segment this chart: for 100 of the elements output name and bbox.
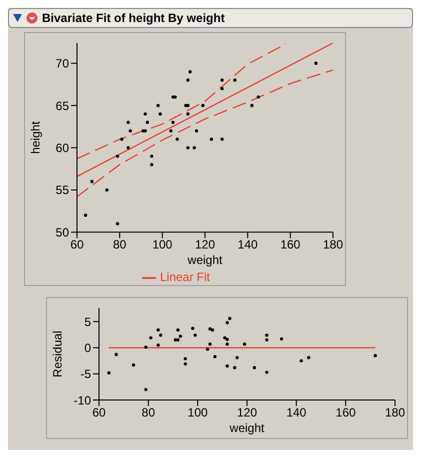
point [223, 336, 226, 340]
x-axis-title: weight [186, 253, 224, 268]
point [171, 120, 175, 124]
y-axis-title: height [28, 120, 42, 154]
point [184, 357, 187, 360]
point [186, 104, 190, 108]
point [233, 366, 236, 370]
point [174, 338, 178, 342]
point [107, 371, 110, 374]
y-tick-label: 60 [56, 140, 70, 155]
point [84, 214, 88, 217]
point [236, 356, 239, 360]
point [126, 120, 130, 124]
point [201, 104, 204, 108]
x-tick-label: 180 [322, 238, 344, 252]
point [144, 346, 148, 349]
point [220, 78, 224, 82]
point [186, 112, 190, 116]
line-series [77, 69, 333, 198]
point [192, 146, 196, 150]
point [208, 342, 212, 346]
y-tick-label: 70 [56, 56, 70, 71]
x-tick-label: 120 [236, 406, 258, 420]
point [256, 95, 260, 99]
point [156, 344, 160, 347]
point [233, 78, 236, 82]
point [176, 328, 180, 332]
y-tick-label: -10 [74, 393, 92, 408]
x-tick-label: 160 [280, 238, 301, 252]
point [194, 334, 197, 337]
point [158, 112, 162, 116]
point [226, 342, 229, 346]
point [307, 356, 310, 360]
point [105, 188, 108, 192]
point [116, 154, 120, 158]
point [186, 146, 190, 150]
y-tick-label: 50 [56, 225, 70, 240]
point [184, 362, 187, 366]
point [144, 112, 147, 116]
point [265, 370, 268, 374]
x-axis-title: weight [228, 421, 266, 435]
point [188, 70, 192, 74]
point [150, 154, 154, 158]
chart-title: Bivariate Fit of height By weight [42, 11, 225, 25]
x-tick-label: 140 [286, 406, 307, 420]
point [280, 337, 284, 340]
point [252, 366, 256, 370]
point [226, 321, 229, 324]
point [156, 328, 160, 332]
y-tick-label: 0 [84, 340, 92, 355]
y-tick-label: 55 [56, 183, 70, 198]
point [265, 338, 268, 342]
point [191, 326, 194, 330]
point [176, 338, 180, 342]
y-tick-label: 5 [84, 314, 92, 329]
point [120, 138, 124, 141]
x-tick-label: 80 [142, 406, 156, 420]
x-tick-label: 140 [238, 238, 258, 252]
point [116, 222, 120, 226]
point [114, 352, 118, 356]
point [186, 78, 190, 82]
line-series [77, 43, 287, 160]
point [132, 363, 136, 367]
point [374, 354, 377, 358]
point [228, 316, 232, 320]
point [126, 146, 130, 150]
point [300, 359, 303, 362]
point [220, 138, 224, 141]
point [314, 62, 318, 65]
point [128, 129, 132, 132]
x-tick-label: 100 [188, 406, 208, 420]
point [210, 138, 213, 141]
point [213, 355, 217, 358]
point [90, 180, 94, 184]
y-tick-label: -5 [80, 367, 92, 382]
point [178, 334, 182, 338]
point [226, 338, 229, 341]
point [242, 342, 246, 346]
x-tick-label: 160 [336, 406, 356, 420]
point [146, 120, 149, 124]
x-tick-label: 80 [112, 238, 127, 252]
y-tick-label: 65 [56, 98, 70, 113]
y-axis-title: Residual [50, 330, 64, 378]
point [149, 336, 152, 340]
point [176, 138, 179, 141]
point [208, 327, 212, 331]
point [265, 334, 268, 337]
point [159, 334, 162, 337]
point [144, 388, 148, 392]
point [169, 129, 172, 132]
point [156, 104, 160, 108]
x-tick-label: 180 [384, 406, 406, 420]
legend-label: Linear Fit [160, 270, 210, 284]
point [220, 87, 224, 90]
point [210, 328, 214, 332]
point [206, 348, 210, 351]
point [194, 129, 198, 132]
point [250, 104, 254, 108]
x-tick-label: 120 [194, 238, 216, 252]
x-tick-label: 100 [152, 238, 173, 252]
